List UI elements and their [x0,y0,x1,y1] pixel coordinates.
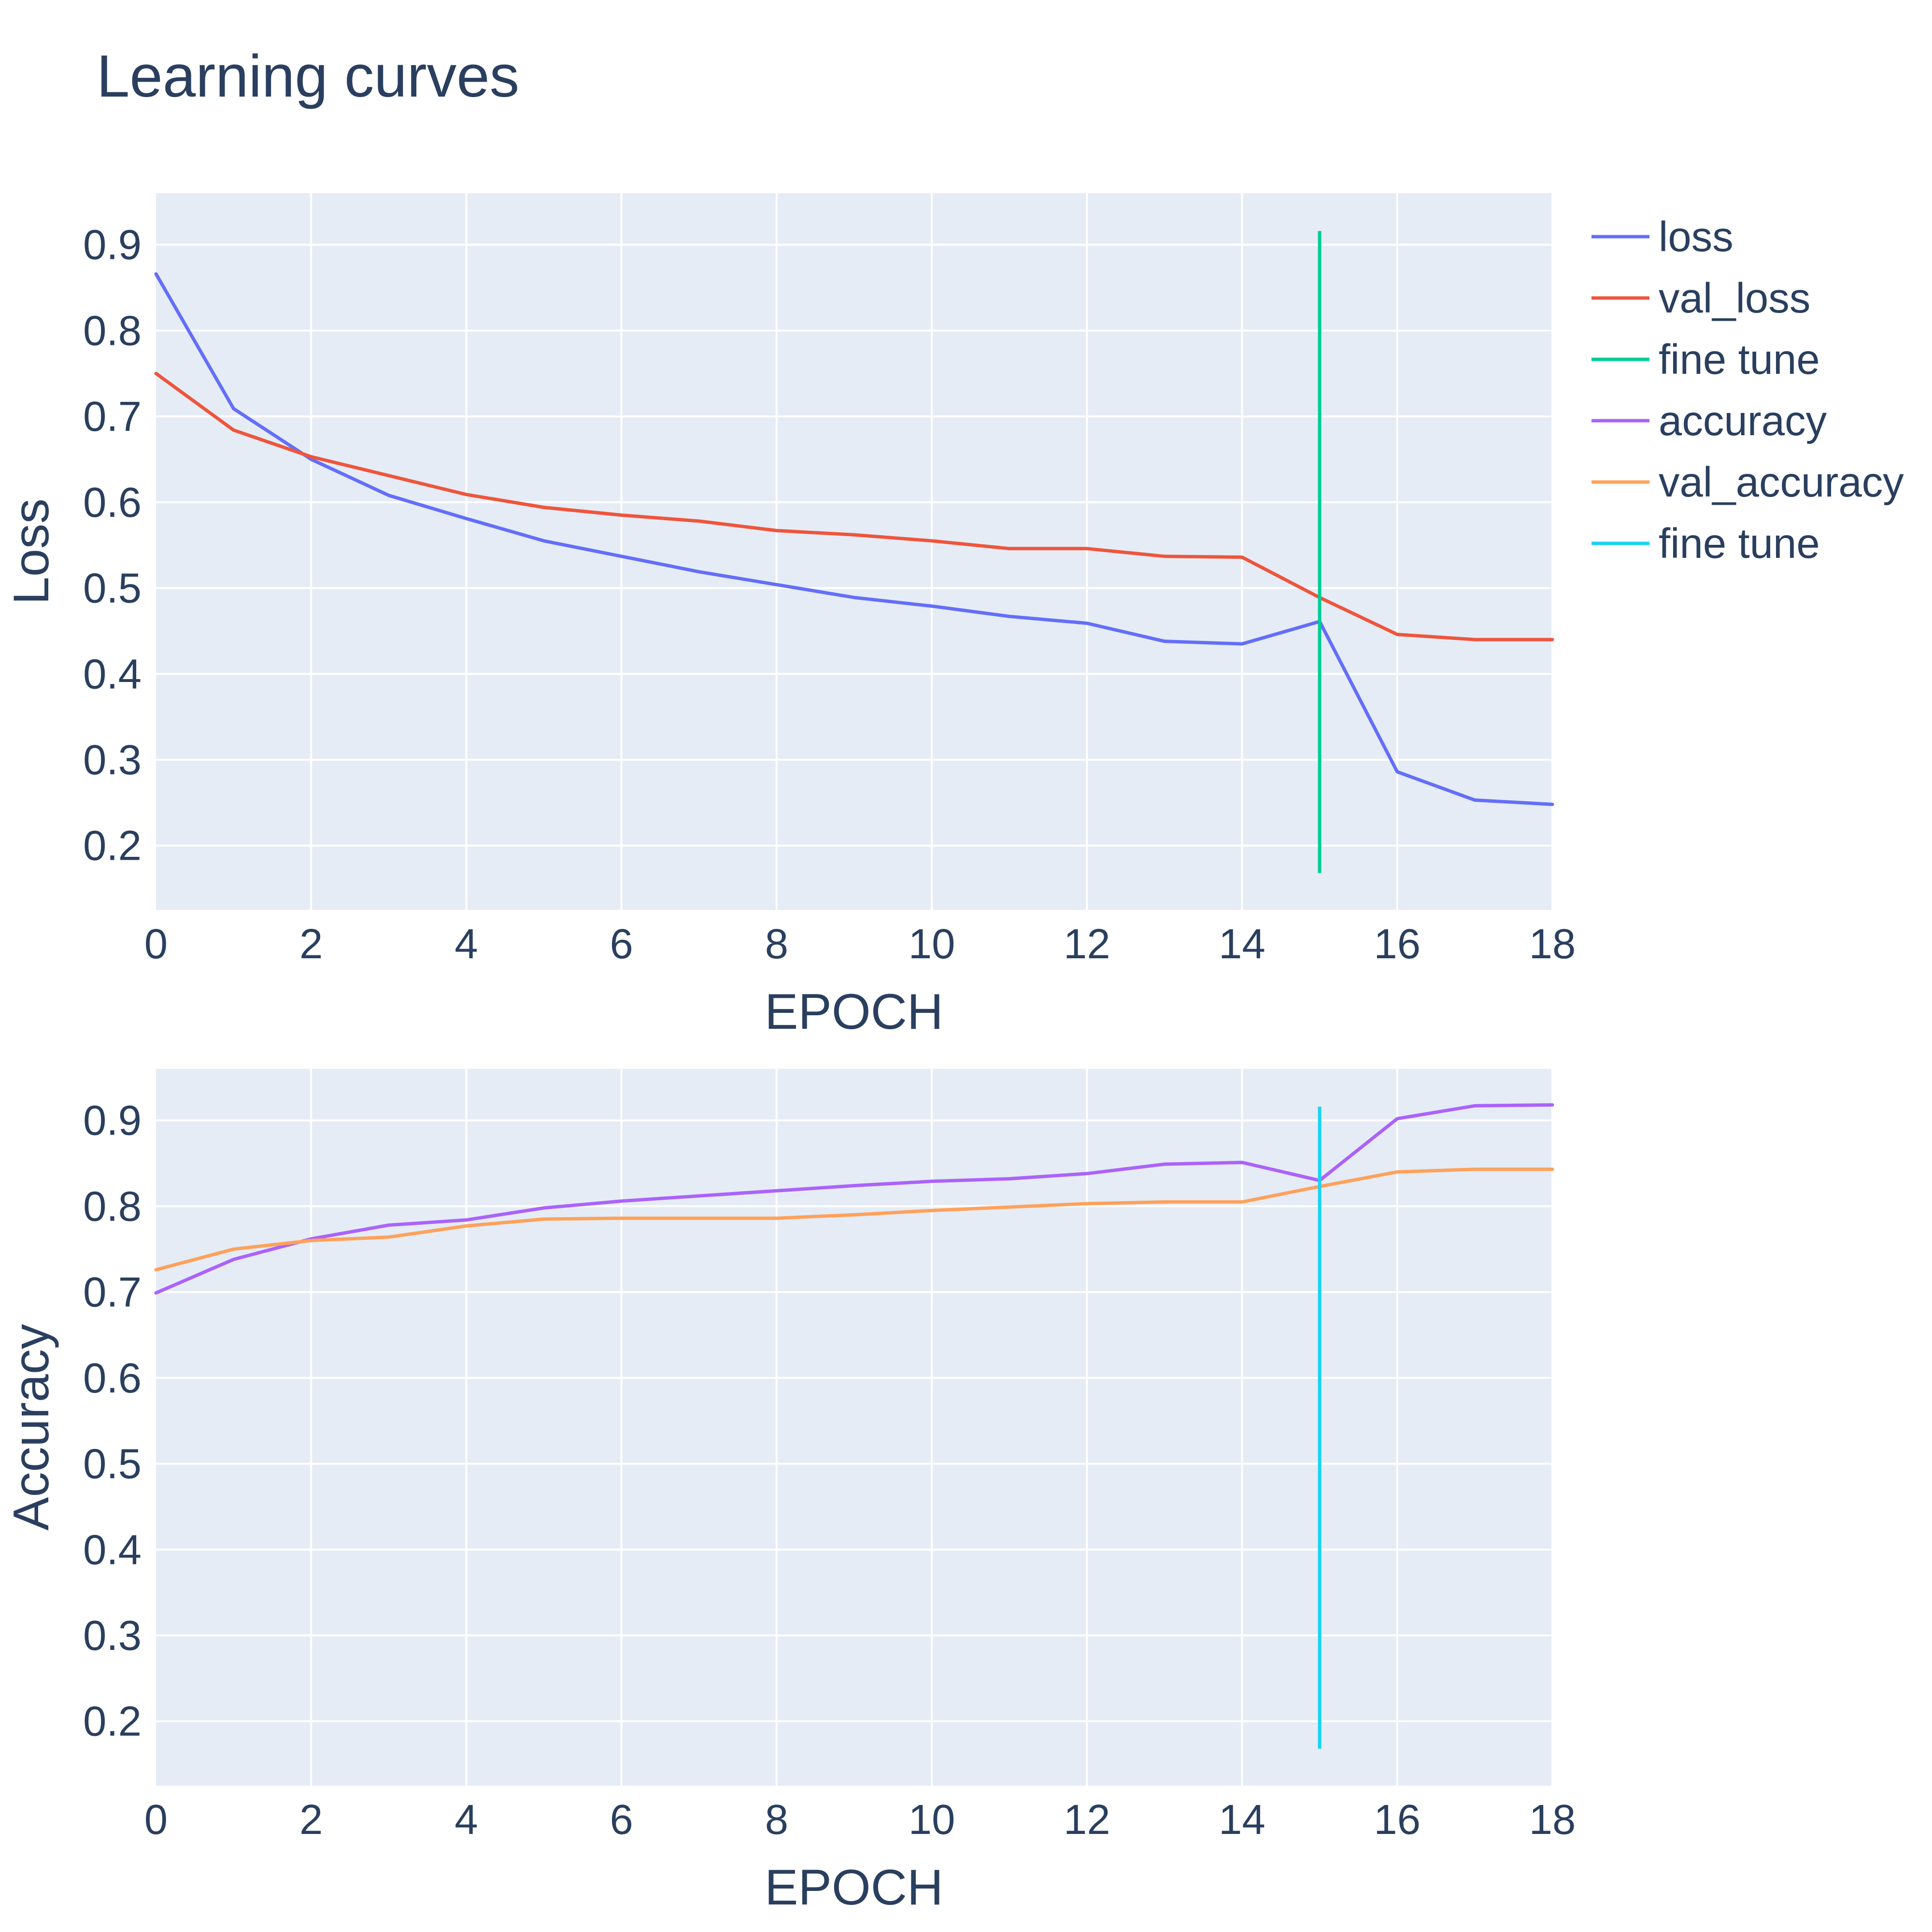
loss-y-ticks: 0.2 0.3 0.4 0.5 0.6 0.7 0.8 0.9 [83,222,142,869]
legend-label-val-accuracy: val_accuracy [1659,459,1904,506]
accuracy-gridlines [156,1069,1553,1786]
loss-x-tick-label: 16 [1374,921,1421,967]
loss-y-tick-label: 0.9 [83,222,142,269]
loss-x-tick-label: 4 [455,921,478,967]
legend: loss val_loss fine tune accuracy val_acc… [1591,213,1904,567]
loss-x-tick-label: 12 [1064,921,1110,967]
accuracy-y-tick-label: 0.4 [83,1526,142,1573]
accuracy-x-tick-label: 2 [299,1796,323,1843]
loss-x-tick-label: 14 [1219,921,1265,967]
accuracy-y-tick-label: 0.5 [83,1441,142,1488]
loss-plot-area [156,193,1552,910]
accuracy-x-tick-label: 16 [1374,1796,1421,1843]
accuracy-series [154,1103,1554,1749]
loss-x-tick-label: 0 [144,921,168,967]
accuracy-y-tick-label: 0.9 [83,1097,142,1144]
accuracy-x-ticks: 0 2 4 6 8 10 12 14 16 18 [144,1796,1576,1843]
accuracy-x-tick-label: 12 [1064,1796,1110,1843]
legend-item-accuracy[interactable]: accuracy [1591,398,1827,444]
loss-y-tick-label: 0.6 [83,479,142,526]
legend-item-fine-tune-accuracy[interactable]: fine tune [1591,520,1820,567]
loss-y-axis-title: Loss [3,498,59,605]
accuracy-x-tick-label: 0 [144,1796,168,1843]
legend-label-val-loss: val_loss [1659,275,1810,322]
loss-subplot: 0 2 4 6 8 10 12 14 16 18 0.2 0.3 0.4 0.5 0.6 0.7 0.8 0.9… [3,193,1576,1040]
loss-x-tick-label: 18 [1529,921,1576,967]
loss-x-tick-label: 2 [299,921,323,967]
loss-x-tick-label: 10 [909,921,955,967]
legend-label-fine-tune-loss: fine tune [1659,336,1820,383]
loss-x-ticks: 0 2 4 6 8 10 12 14 16 18 [144,921,1576,967]
accuracy-y-tick-label: 0.3 [83,1612,142,1659]
loss-y-tick-label: 0.4 [83,651,142,697]
chart-title: Learning curves [97,43,519,110]
accuracy-x-tick-label: 6 [610,1796,633,1843]
legend-item-val-accuracy[interactable]: val_accuracy [1591,459,1904,506]
accuracy-x-tick-label: 10 [909,1796,955,1843]
accuracy-x-tick-label: 14 [1219,1796,1265,1843]
legend-label-accuracy: accuracy [1659,398,1827,444]
loss-y-tick-label: 0.7 [83,393,142,440]
loss-x-axis-title: EPOCH [765,984,943,1040]
legend-label-fine-tune-accuracy: fine tune [1659,520,1820,567]
accuracy-x-tick-label: 18 [1529,1796,1576,1843]
accuracy-y-ticks: 0.2 0.3 0.4 0.5 0.6 0.7 0.8 0.9 [83,1097,142,1745]
legend-item-fine-tune-loss[interactable]: fine tune [1591,336,1820,383]
accuracy-x-tick-label: 4 [455,1796,478,1843]
accuracy-y-axis-title: Accuracy [3,1324,59,1531]
loss-y-tick-label: 0.3 [83,737,142,783]
accuracy-y-tick-label: 0.2 [83,1698,142,1745]
loss-series [154,231,1554,873]
legend-item-loss[interactable]: loss [1591,213,1733,260]
accuracy-subplot: 0 2 4 6 8 10 12 14 16 18 0.2 0.3 0.4 0.5 0.6 0.7 0.8 0.9… [3,1069,1576,1916]
accuracy-x-tick-label: 8 [765,1796,788,1843]
loss-x-tick-label: 8 [765,921,788,967]
loss-y-tick-label: 0.2 [83,823,142,869]
loss-y-tick-label: 0.8 [83,307,142,354]
accuracy-y-tick-label: 0.8 [83,1183,142,1230]
accuracy-plot-area [156,1069,1552,1786]
accuracy-x-axis-title: EPOCH [765,1860,943,1916]
loss-x-tick-label: 6 [610,921,633,967]
accuracy-y-tick-label: 0.6 [83,1355,142,1402]
legend-label-loss: loss [1659,213,1733,260]
legend-item-val-loss[interactable]: val_loss [1591,275,1810,322]
accuracy-y-tick-label: 0.7 [83,1269,142,1316]
loss-y-tick-label: 0.5 [83,565,142,612]
